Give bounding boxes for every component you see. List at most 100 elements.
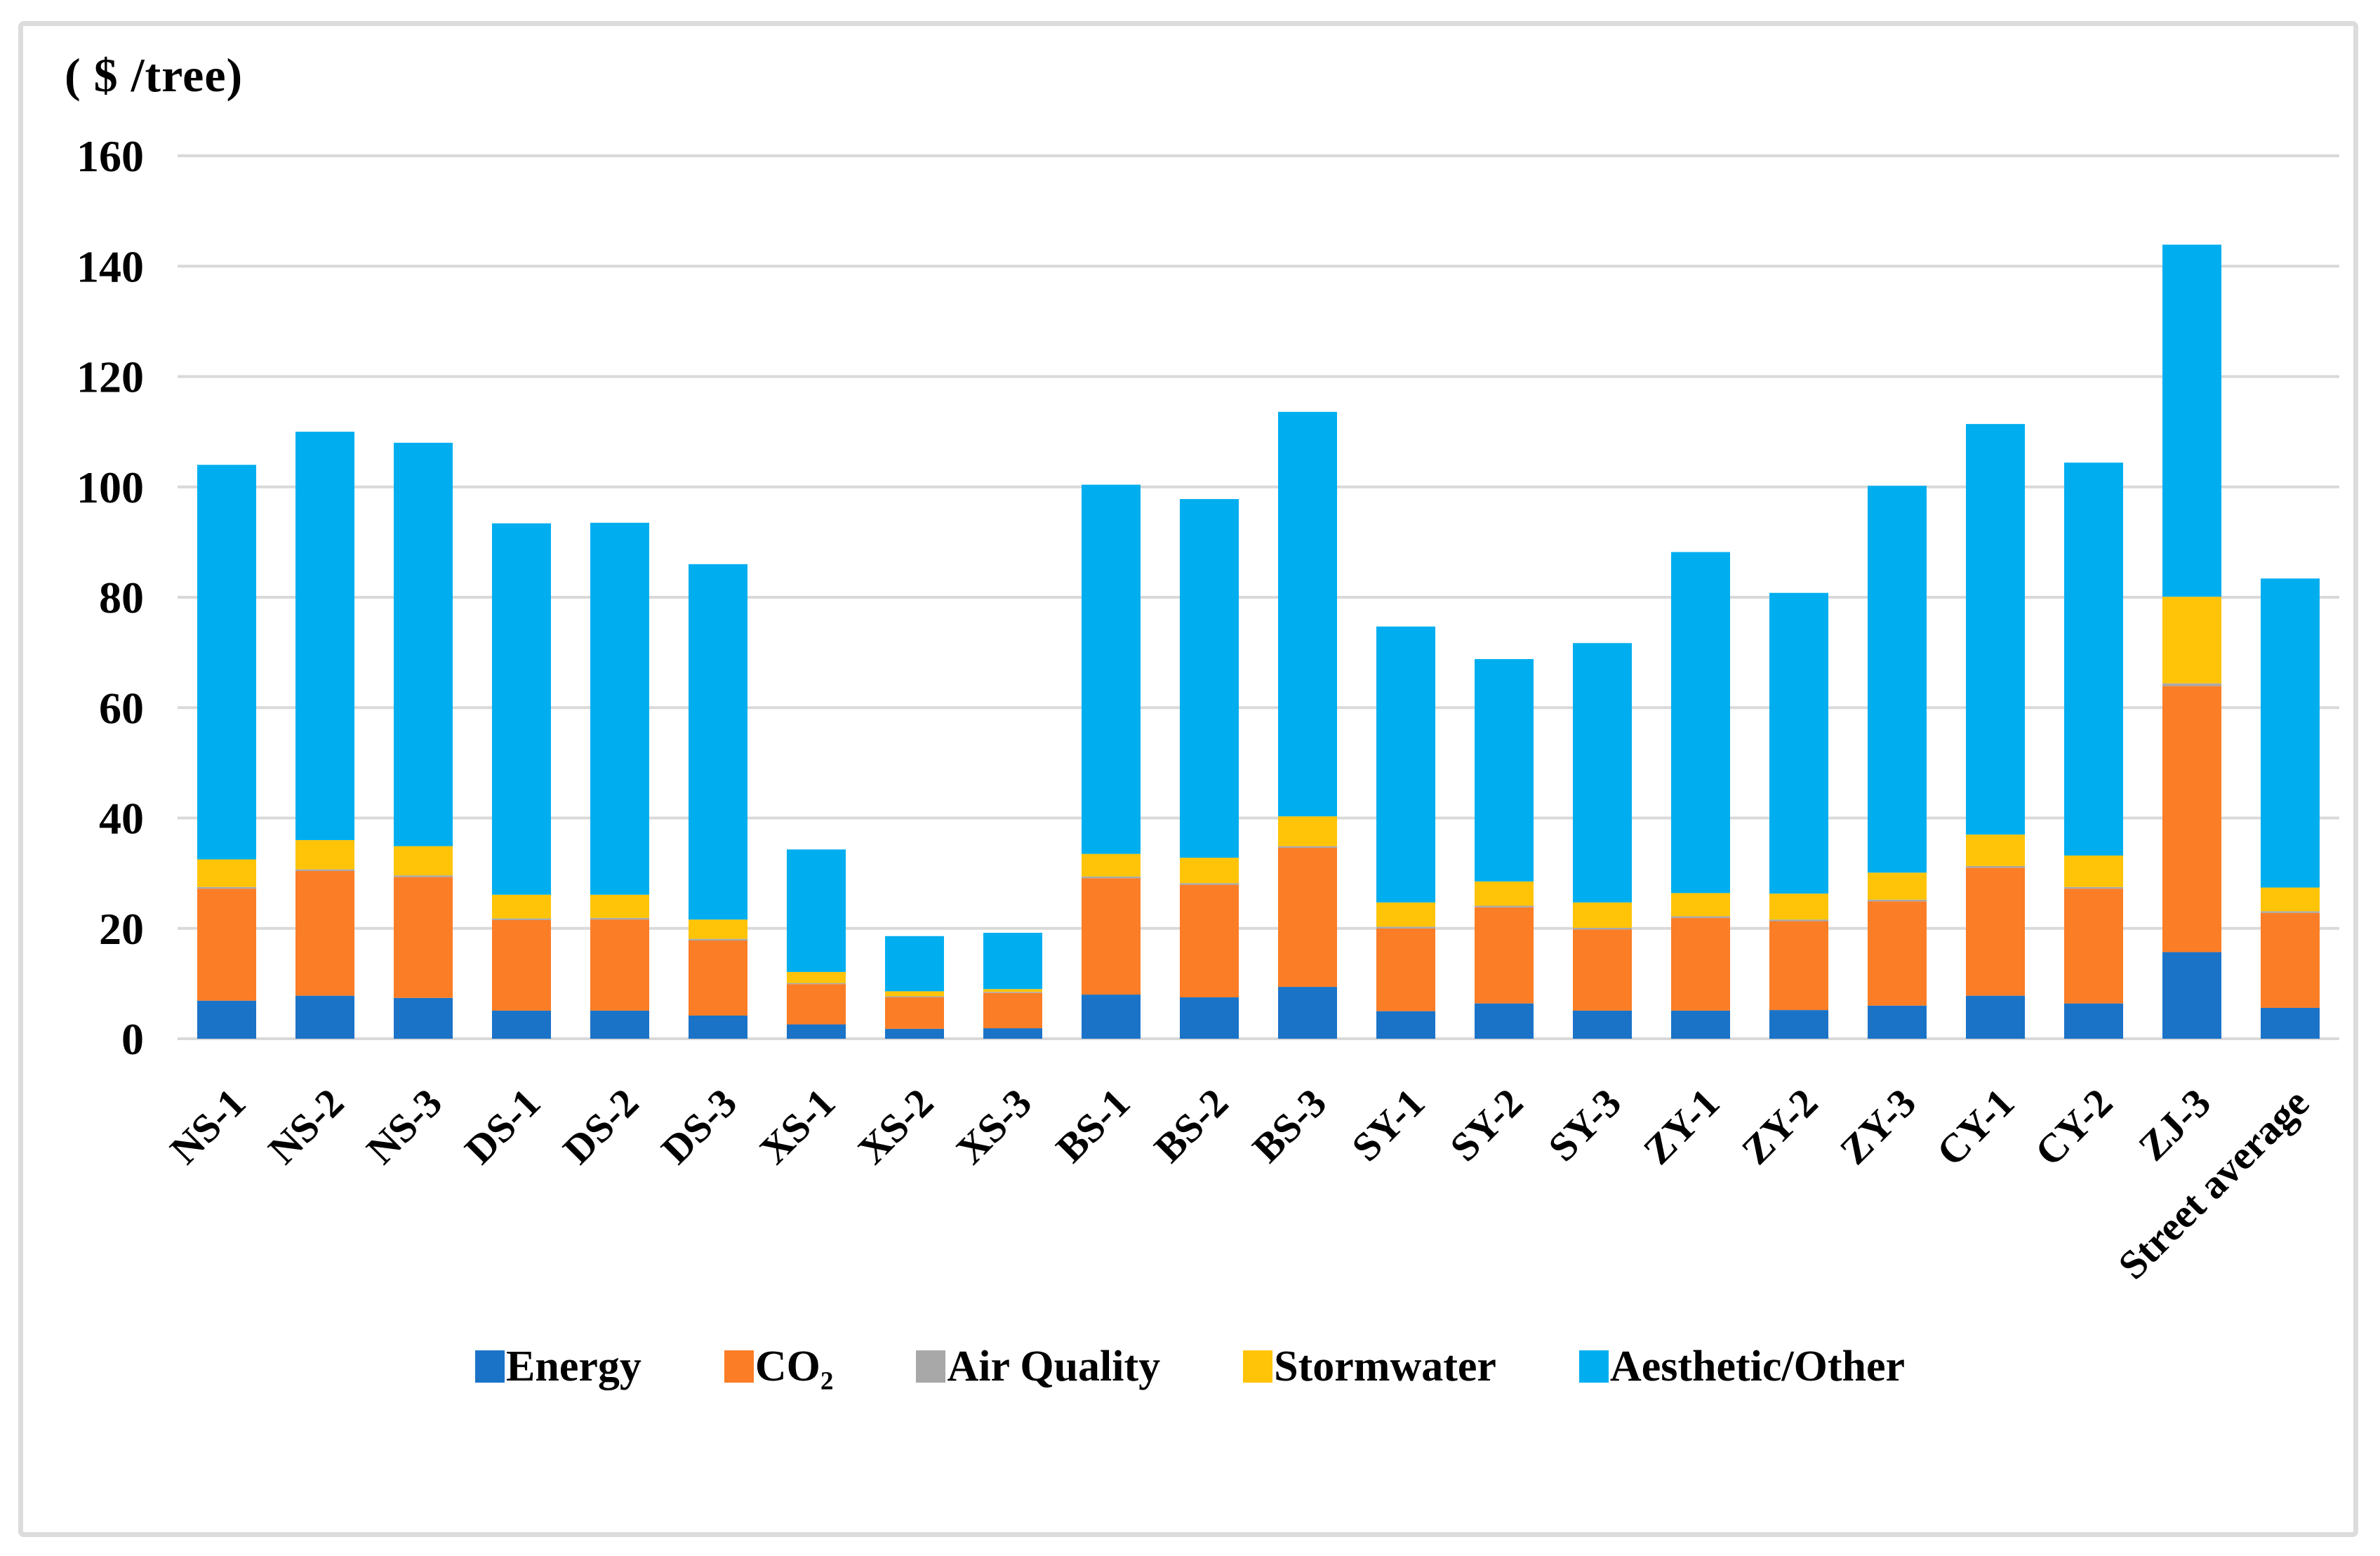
bar-segment	[492, 894, 551, 919]
legend-item: Aesthetic/Other	[1578, 1345, 1905, 1388]
bar-segment	[1180, 883, 1239, 885]
bar-segment	[689, 564, 747, 920]
bar-segment	[983, 1028, 1042, 1039]
bar-segment	[2261, 1007, 2320, 1039]
bar-segment	[197, 1000, 256, 1039]
y-tick-label: 140	[77, 241, 144, 291]
bar-segment	[1475, 905, 1534, 907]
bar-segment	[1573, 929, 1632, 1011]
bar-segment	[1769, 592, 1828, 894]
bar-segment	[787, 1024, 846, 1039]
bar-segment	[1376, 926, 1435, 929]
bar-segment	[1180, 499, 1239, 858]
legend-label: Energy	[505, 1343, 641, 1390]
bar-segment	[2064, 463, 2123, 856]
bar-segment	[983, 992, 1042, 993]
bar-segment	[2162, 952, 2221, 1039]
bar-segment	[492, 1010, 551, 1039]
bar-segment	[1573, 643, 1632, 903]
bar-segment	[295, 432, 354, 840]
bar-segment	[2064, 1003, 2123, 1039]
bar-segment	[1180, 884, 1239, 998]
y-tick-label: 120	[77, 352, 144, 402]
bar-segment	[1769, 893, 1828, 920]
legend-item: CO₂	[724, 1343, 834, 1390]
bar-segment	[787, 984, 846, 1025]
bar-segment	[1376, 1011, 1435, 1039]
bar-segment	[885, 1028, 944, 1039]
x-axis-label: DS-3	[653, 1079, 746, 1173]
bar-segment	[1671, 1010, 1730, 1039]
bar-segment	[1868, 901, 1927, 1006]
x-axis-label: DS-2	[554, 1079, 648, 1173]
y-tick-label: 0	[121, 1014, 144, 1064]
bar-segment	[492, 918, 551, 920]
bar-segment	[295, 869, 354, 871]
bar-segment	[2162, 244, 2221, 597]
y-tick-label: 100	[77, 463, 144, 512]
bar-segment	[590, 1010, 649, 1039]
bar-segment	[1278, 847, 1337, 988]
bar-segment	[1671, 916, 1730, 918]
bar-segment	[197, 859, 256, 887]
bar-segment	[2162, 686, 2221, 952]
legend-label: Stormwater	[1274, 1343, 1496, 1390]
bar-segment	[2064, 886, 2123, 889]
bar-segment	[2064, 855, 2123, 887]
legend-swatch-icon	[1243, 1350, 1273, 1383]
legend-swatch-icon	[1578, 1350, 1609, 1383]
bar-segment	[885, 991, 944, 997]
bar-segment	[689, 919, 747, 939]
bar-segment	[1966, 867, 2025, 996]
x-axis-label: NS-3	[358, 1079, 451, 1173]
bar-segment	[492, 523, 551, 895]
bar-segment	[1082, 876, 1141, 879]
bar-segment	[1573, 927, 1632, 930]
x-axis-label: BS-2	[1145, 1079, 1237, 1171]
bar-segment	[1769, 919, 1828, 922]
legend-item: Stormwater	[1243, 1345, 1496, 1388]
bar-segment	[2261, 911, 2320, 913]
bar-segment	[590, 522, 649, 895]
x-axis-label: XS-2	[849, 1079, 943, 1173]
y-tick-label: 20	[99, 904, 144, 954]
bar-segment	[394, 442, 453, 846]
bar-segment	[295, 995, 354, 1039]
bar-segment	[1180, 997, 1239, 1039]
bar-segment	[1082, 484, 1141, 854]
bar-segment	[394, 997, 453, 1039]
bar-segment	[295, 839, 354, 870]
x-axis-label: SY-1	[1343, 1079, 1433, 1170]
x-axis-label: ZJ-3	[2129, 1079, 2219, 1169]
bar-segment	[885, 936, 944, 992]
bar-segment	[1376, 928, 1435, 1011]
x-axis-label: SY-3	[1539, 1079, 1630, 1170]
bar-segment	[2162, 683, 2221, 686]
x-axis-label: SY-2	[1441, 1079, 1531, 1170]
bar-segment	[1671, 552, 1730, 893]
bar-segment	[1376, 626, 1435, 903]
legend-label: CO₂	[754, 1343, 834, 1390]
bar-segment	[295, 870, 354, 996]
x-axis-label: BS-3	[1244, 1079, 1335, 1171]
legend-item: Energy	[474, 1343, 641, 1390]
x-axis-label: XS-3	[948, 1079, 1041, 1173]
bar-segment	[689, 940, 747, 1016]
bar-segment	[1475, 659, 1534, 882]
x-axis-label: CY-1	[1928, 1079, 2023, 1175]
bar-segment	[1671, 893, 1730, 917]
bar-segment	[1966, 865, 2025, 868]
legend-swatch-icon	[916, 1350, 946, 1383]
bar-segment	[1671, 917, 1730, 1011]
y-tick-label: 80	[99, 573, 144, 623]
bar-segment	[590, 917, 649, 920]
bar-segment	[1278, 816, 1337, 846]
bar-segment	[787, 971, 846, 983]
x-axis-label: XS-1	[751, 1079, 844, 1173]
bar-segment	[1082, 853, 1141, 877]
bar-segment	[394, 877, 453, 998]
legend-label: Air Quality	[947, 1343, 1161, 1390]
bar-segment	[1966, 995, 2025, 1039]
bar-segment	[1769, 921, 1828, 1011]
